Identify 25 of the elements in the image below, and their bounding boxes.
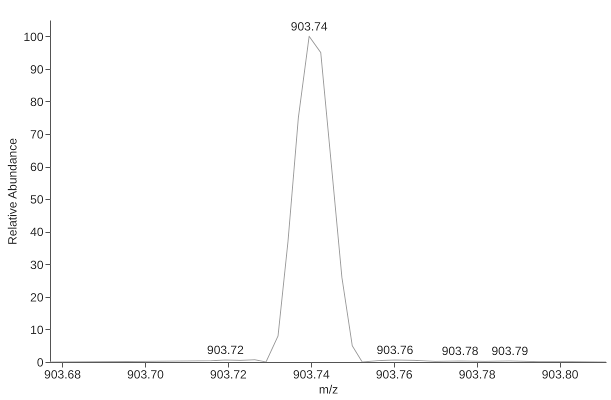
annotation: 903.76 [376, 343, 414, 358]
x-tick-label: 903.78 [458, 368, 496, 382]
y-tick-label: 50 [30, 192, 44, 207]
y-tick-label: 60 [30, 160, 44, 174]
y-tick-label: 80 [30, 94, 44, 109]
annotation: 903.72 [207, 343, 244, 358]
y-tick-label: 90 [30, 62, 44, 76]
annotation: 903.74 [290, 19, 328, 34]
y-tick-label: 100 [23, 30, 44, 44]
y-tick-label: 10 [30, 322, 44, 337]
x-tick-label: 903.80 [542, 368, 579, 382]
x-tick-label: 903.76 [376, 368, 413, 382]
x-axis-title: m/z [318, 382, 338, 396]
annotation: 903.78 [442, 344, 479, 358]
y-tick-label: 30 [30, 258, 44, 272]
x-tick-label: 903.68 [44, 368, 82, 382]
y-tick-label: 20 [30, 290, 44, 304]
y-axis-title: Relative Abundance [5, 138, 20, 245]
x-tick-label: 903.72 [210, 368, 248, 382]
annotation: 903.79 [491, 344, 528, 358]
y-tick-label: 40 [30, 225, 44, 240]
x-tick-label: 903.74 [292, 368, 330, 382]
y-tick-label: 70 [30, 128, 44, 142]
x-tick-label: 903.70 [127, 368, 164, 382]
y-tick-label: 0 [36, 356, 44, 370]
